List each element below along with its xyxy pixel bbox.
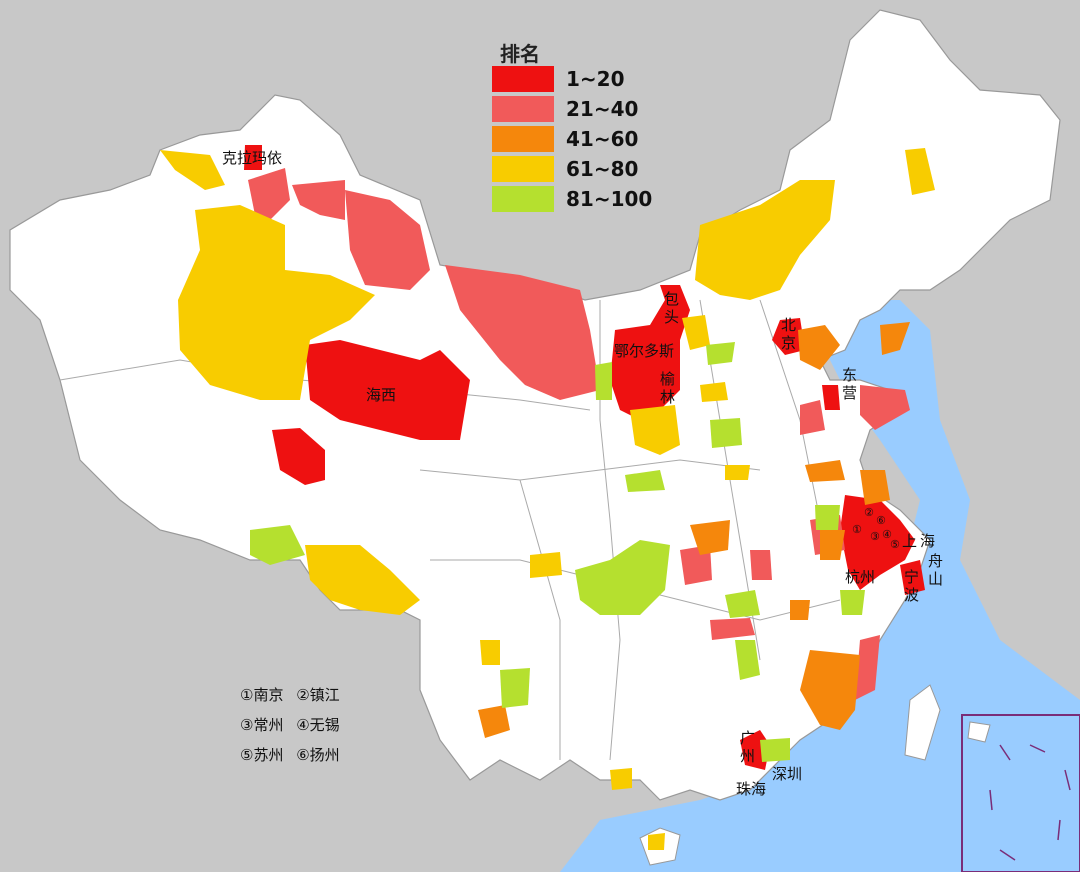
rank-1-20-regions [244, 145, 925, 770]
label-dongying-2: 营 [842, 384, 857, 402]
label-yulin-2: 林 [660, 388, 675, 406]
marker-4: ④ [882, 528, 892, 541]
rank-61-80-regions [160, 148, 935, 850]
city-key-row: ①南京 ②镇江 [240, 680, 348, 710]
label-zhoushan-2: 山 [928, 570, 943, 588]
marker-3: ③ [870, 530, 880, 543]
south-china-sea-inset [961, 714, 1080, 872]
label-zhuhai: 珠海 [736, 780, 766, 798]
label-ordos: 鄂尔多斯 [614, 342, 674, 360]
label-shanghai-2: 海 [920, 532, 935, 550]
label-guangzhou-2: 州 [740, 747, 755, 765]
rank-41-60-regions [478, 322, 910, 738]
city-key-item: ⑤苏州 [240, 746, 284, 764]
label-zhoushan-1: 舟 [928, 552, 943, 570]
legend-item: 61~80 [492, 156, 692, 184]
label-shanghai-1: 上 [902, 532, 917, 550]
city-key-item: ①南京 [240, 686, 284, 704]
legend-range: 61~80 [566, 157, 639, 181]
legend-item: 1~20 [492, 66, 692, 94]
label-shenzhen: 深圳 [772, 765, 802, 783]
legend-swatch [492, 126, 554, 152]
label-beijing-1: 北 [781, 316, 796, 334]
legend-title: 排名 [500, 42, 540, 66]
label-hangzhou: 杭州 [845, 568, 875, 586]
city-key-item: ③常州 [240, 716, 284, 734]
city-key-row: ⑤苏州 ⑥扬州 [240, 740, 348, 770]
legend-swatch [492, 66, 554, 92]
label-guangzhou-1: 广 [740, 729, 755, 747]
sea [560, 300, 1080, 872]
label-ningbo-1: 宁 [904, 568, 919, 586]
marker-1: ① [852, 523, 862, 536]
label-haixi: 海西 [366, 386, 396, 404]
taiwan-island [904, 684, 941, 761]
rank-81-100-regions [250, 342, 865, 762]
legend-range: 81~100 [566, 187, 653, 211]
label-baotou-1: 包 [664, 290, 679, 308]
legend-range: 21~40 [566, 97, 639, 121]
label-beijing-2: 京 [781, 334, 796, 352]
legend-swatch [492, 186, 554, 212]
label-yulin-1: 榆 [660, 370, 675, 388]
marker-5: ⑤ [890, 538, 900, 551]
city-key-item: ⑥扬州 [296, 746, 340, 764]
legend-range: 1~20 [566, 67, 625, 91]
legend: 排名 1~20 21~40 41~60 61~80 81~100 [488, 38, 688, 218]
city-key-item: ②镇江 [296, 686, 340, 704]
city-key-item: ④无锡 [296, 716, 340, 734]
city-key: ①南京 ②镇江 ③常州 ④无锡 ⑤苏州 ⑥扬州 [240, 680, 348, 770]
label-dongying-1: 东 [842, 366, 857, 384]
label-baotou-2: 头 [664, 308, 679, 326]
legend-item: 21~40 [492, 96, 692, 124]
legend-swatch [492, 96, 554, 122]
marker-2: ② [864, 506, 874, 519]
rank-21-40-regions [248, 168, 910, 700]
city-key-row: ③常州 ④无锡 [240, 710, 348, 740]
legend-item: 81~100 [492, 186, 692, 214]
legend-swatch [492, 156, 554, 182]
label-kelamayi: 克拉玛依 [222, 149, 282, 167]
legend-range: 41~60 [566, 127, 639, 151]
marker-6: ⑥ [876, 514, 886, 527]
legend-item: 41~60 [492, 126, 692, 154]
label-ningbo-2: 波 [904, 586, 919, 604]
